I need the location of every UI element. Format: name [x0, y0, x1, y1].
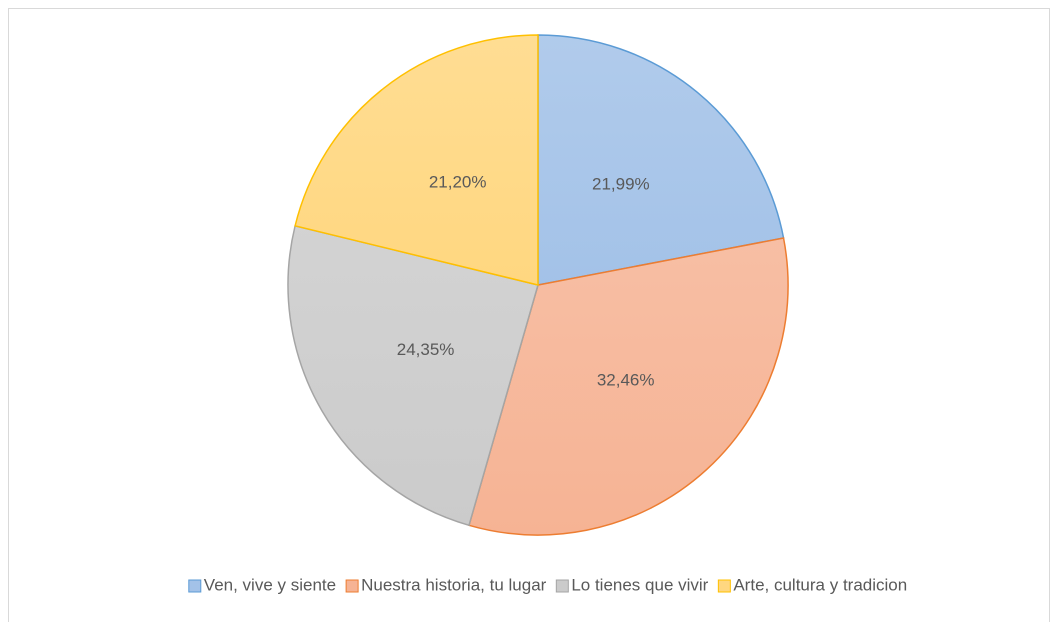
- legend-label: Lo tienes que vivir: [571, 575, 708, 594]
- legend-swatch: [717, 579, 731, 593]
- pie-slice: [287, 224, 539, 527]
- pie-slice: [294, 34, 539, 286]
- data-label: 32,46%: [597, 370, 655, 389]
- legend-label: Arte, cultura y tradicion: [733, 575, 907, 594]
- legend-swatch: [555, 579, 569, 593]
- legend-label: Ven, vive y siente: [204, 575, 336, 594]
- legend-label: Nuestra historia, tu lugar: [361, 575, 547, 594]
- pie-slice: [468, 237, 789, 536]
- data-label: 24,35%: [397, 340, 455, 359]
- legend-swatch: [345, 579, 359, 593]
- data-label: 21,99%: [592, 174, 650, 193]
- legend-swatch: [188, 579, 202, 593]
- pie-slice: [537, 34, 785, 286]
- data-label: 21,20%: [429, 172, 487, 191]
- legend: Ven, vive y siente Nuestra historia, tu l…: [188, 575, 907, 594]
